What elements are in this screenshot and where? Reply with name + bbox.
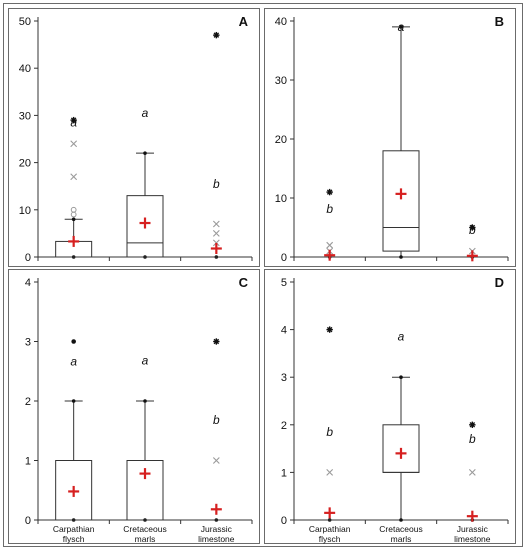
whisker-end-dot (143, 151, 147, 155)
y-tick-label: 2 (25, 396, 31, 408)
whisker-end-dot (399, 375, 403, 379)
outlier-star (213, 338, 220, 345)
significance-letter: a (142, 354, 149, 368)
y-tick-label: 50 (19, 16, 31, 28)
y-tick-label: 20 (275, 134, 287, 146)
outlier-star (469, 224, 476, 231)
outlier-x (70, 173, 78, 181)
panel-letter: B (495, 14, 504, 29)
outlier-star (326, 188, 333, 196)
significance-letter: b (326, 425, 333, 439)
whisker-end-dot (399, 518, 403, 522)
panel-letter: C (239, 275, 249, 290)
significance-letter: a (142, 106, 149, 120)
panel-frame (264, 8, 516, 267)
outlier-x (468, 469, 476, 476)
significance-letter: a (398, 20, 405, 34)
outlier-star (326, 326, 333, 333)
x-tick-label: Jurassic (457, 524, 489, 534)
x-tick-label: Jurassic (201, 524, 233, 534)
y-tick-label: 5 (281, 277, 287, 289)
y-tick-label: 0 (25, 515, 31, 527)
outlier-x (212, 220, 220, 228)
x-tick-label: limestone (198, 534, 235, 544)
x-tick-label: flysch (319, 534, 341, 544)
y-tick-label: 0 (25, 252, 31, 264)
y-tick-label: 30 (275, 75, 287, 87)
outlier-x (326, 469, 334, 476)
outlier-x (212, 230, 220, 237)
outlier-dot (71, 339, 76, 344)
significance-letter: a (398, 330, 405, 344)
box (382, 150, 420, 252)
y-tick-label: 3 (25, 337, 31, 349)
outlier-circle (70, 206, 77, 213)
whisker-end-dot (71, 217, 76, 222)
box (126, 195, 164, 258)
y-tick-label: 1 (25, 456, 31, 468)
x-tick-label: Carpathian (53, 524, 95, 534)
panel-a: 0 10 20 30 40 50 Aa a b (8, 8, 260, 267)
outlier-x (326, 241, 334, 249)
panel-b: 0 10 20 30 40 Bb a b (264, 8, 516, 267)
x-tick-label: Cretaceous (379, 524, 422, 534)
panel-letter: A (239, 14, 249, 29)
x-tick-label: Carpathian (309, 524, 351, 534)
panel-letter: D (495, 275, 504, 290)
outlier-star (469, 421, 476, 428)
outlier-x (212, 239, 220, 247)
significance-letter: b (326, 202, 333, 216)
y-tick-label: 0 (281, 515, 287, 527)
y-tick-label: 0 (281, 252, 287, 264)
outlier-x (70, 140, 78, 148)
outlier-circle (70, 211, 77, 218)
whisker-end-dot (71, 399, 76, 403)
y-tick-label: 10 (275, 193, 287, 205)
whisker-end-dot (143, 399, 147, 403)
y-tick-label: 10 (19, 205, 31, 217)
y-tick-label: 40 (19, 63, 31, 75)
panel-frame (264, 269, 516, 544)
x-tick-label: limestone (454, 534, 491, 544)
x-tick-label: marls (391, 534, 412, 544)
y-tick-label: 4 (25, 277, 31, 289)
significance-letter: a (70, 355, 77, 369)
x-tick-label: marls (135, 534, 156, 544)
whisker-end-dot (399, 255, 403, 259)
significance-letter: a (70, 115, 77, 129)
y-tick-label: 2 (281, 420, 287, 432)
panel-frame (8, 269, 260, 544)
y-tick-label: 20 (19, 158, 31, 170)
outlier-star (213, 31, 220, 39)
y-tick-label: 3 (281, 372, 287, 384)
panel-frame (8, 8, 260, 267)
y-tick-label: 1 (281, 467, 287, 479)
significance-letter: b (213, 177, 220, 191)
outlier-star (70, 116, 77, 124)
whisker-end-dot (399, 25, 403, 29)
significance-letter: b (469, 432, 476, 446)
x-tick-label: Cretaceous (123, 524, 166, 534)
y-tick-label: 40 (275, 16, 287, 28)
outlier-x (212, 457, 220, 464)
y-tick-label: 4 (281, 325, 287, 337)
significance-letter: b (213, 413, 220, 427)
y-tick-label: 30 (19, 110, 31, 122)
x-tick-label: flysch (63, 534, 85, 544)
significance-letter: b (469, 223, 476, 237)
